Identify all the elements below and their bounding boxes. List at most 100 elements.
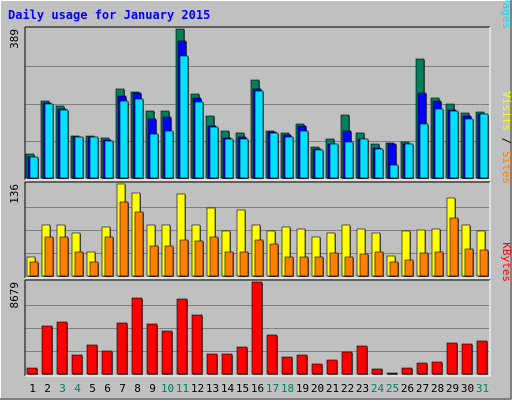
bar-kbytes-day-12: [191, 314, 203, 375]
x-tick-label: 25: [386, 382, 399, 395]
panel-visits-sites: 136 Visits / Sites: [8, 91, 512, 279]
x-tick-label: 11: [176, 382, 189, 395]
bar-sites-day-3: [59, 236, 69, 277]
bar-sites-day-12: [194, 240, 204, 277]
bar-sites-day-28: [434, 251, 444, 277]
x-tick-label: 31: [476, 382, 489, 395]
bar-pages-day-25: [389, 164, 399, 179]
bar-kbytes-day-13: [206, 353, 218, 375]
bar-kbytes-day-3: [56, 321, 68, 375]
x-tick-label: 24: [371, 382, 385, 395]
x-tick-label: 20: [311, 382, 324, 395]
bar-sites-day-5: [89, 261, 99, 277]
x-tick-label: 30: [461, 382, 474, 395]
bar-pages-day-22: [344, 141, 354, 179]
x-tick-label: 6: [104, 382, 111, 395]
bar-kbytes-day-5: [86, 344, 98, 375]
panel-kbytes: 8679 KBytes: [8, 242, 512, 377]
panel-hits-files-pages: 389 Hits / Files / Pages: [8, 0, 512, 181]
x-tick-label: 21: [326, 382, 339, 395]
bar-kbytes-day-31: [476, 340, 488, 375]
x-tick-label: 26: [401, 382, 414, 395]
bar-pages-day-3: [59, 109, 69, 179]
x-tick-label: 17: [266, 382, 279, 395]
bar-pages-day-31: [479, 113, 489, 179]
bar-sites-day-20: [314, 256, 324, 277]
bar-kbytes-day-15: [236, 346, 248, 375]
bar-kbytes-day-16: [251, 281, 263, 375]
bar-kbytes-day-26: [401, 367, 413, 375]
x-tick-label: 2: [44, 382, 51, 395]
bar-kbytes-day-29: [446, 342, 458, 375]
bar-kbytes-day-14: [221, 353, 233, 375]
bar-pages-day-8: [134, 98, 144, 179]
x-tick-label: 12: [191, 382, 204, 395]
bar-sites-day-13: [209, 236, 219, 277]
bar-sites-day-8: [134, 211, 144, 277]
bar-pages-day-24: [374, 148, 384, 179]
bar-pages-day-1: [29, 156, 39, 179]
x-tick-label: 9: [149, 382, 156, 395]
bar-sites-day-25: [389, 261, 399, 277]
bar-kbytes-day-10: [161, 330, 173, 375]
bar-kbytes-day-28: [431, 361, 443, 375]
x-tick-label: 28: [431, 382, 444, 395]
bar-pages-day-5: [89, 136, 99, 179]
bar-sites-day-4: [74, 251, 84, 277]
bar-kbytes-day-27: [416, 362, 428, 375]
x-tick-label: 15: [236, 382, 249, 395]
bar-kbytes-day-2: [41, 325, 53, 375]
x-tick-label: 4: [74, 382, 81, 395]
chart-title: Daily usage for January 2015: [8, 8, 210, 22]
bar-kbytes-day-4: [71, 354, 83, 375]
x-tick-label: 8: [134, 382, 141, 395]
bar-pages-day-29: [449, 110, 459, 179]
bar-pages-day-19: [299, 130, 309, 179]
legend-sites: Sites: [500, 151, 512, 184]
x-tick-label: 10: [161, 382, 174, 395]
y-axis-max-label: 8679: [8, 282, 21, 309]
bar-pages-day-14: [224, 138, 234, 179]
bar-sites-day-21: [329, 252, 339, 277]
bar-pages-day-2: [44, 103, 54, 179]
bar-kbytes-day-19: [296, 354, 308, 375]
legend-visits: Visits: [500, 91, 512, 131]
x-tick-label: 23: [356, 382, 369, 395]
bar-kbytes-day-9: [146, 323, 158, 375]
bar-pages-day-13: [209, 126, 219, 179]
bar-kbytes-day-23: [356, 345, 368, 375]
x-tick-label: 27: [416, 382, 429, 395]
bar-sites-day-23: [359, 253, 369, 277]
x-tick-label: 16: [251, 382, 264, 395]
bar-sites-day-16: [254, 239, 264, 277]
x-tick-label: 5: [89, 382, 96, 395]
x-tick-label: 22: [341, 382, 354, 395]
bar-pages-day-12: [194, 101, 204, 179]
bar-pages-day-30: [464, 118, 474, 179]
x-tick-label: 19: [296, 382, 309, 395]
bar-sites-day-26: [404, 259, 414, 277]
bar-pages-day-9: [149, 133, 159, 179]
bar-sites-day-24: [374, 251, 384, 277]
bar-sites-day-30: [464, 248, 474, 277]
x-tick-label: 18: [281, 382, 294, 395]
bar-kbytes-day-24: [371, 368, 383, 375]
bar-kbytes-day-20: [311, 363, 323, 375]
legend-sep1: /: [500, 131, 512, 151]
bar-kbytes-day-30: [461, 343, 473, 375]
bar-pages-day-18: [284, 136, 294, 179]
bar-pages-day-11: [179, 55, 189, 179]
bar-pages-day-6: [104, 140, 114, 179]
x-tick-label: 13: [206, 382, 219, 395]
x-tick-label: 1: [29, 382, 36, 395]
bar-sites-day-2: [44, 236, 54, 277]
bar-kbytes-day-1: [26, 367, 38, 375]
x-tick-label: 3: [59, 382, 66, 395]
bar-pages-day-23: [359, 138, 369, 179]
bar-sites-day-15: [239, 251, 249, 277]
bar-sites-day-11: [179, 239, 189, 277]
bar-sites-day-22: [344, 256, 354, 277]
bar-sites-day-9: [149, 245, 159, 277]
bar-kbytes-day-6: [101, 350, 113, 375]
